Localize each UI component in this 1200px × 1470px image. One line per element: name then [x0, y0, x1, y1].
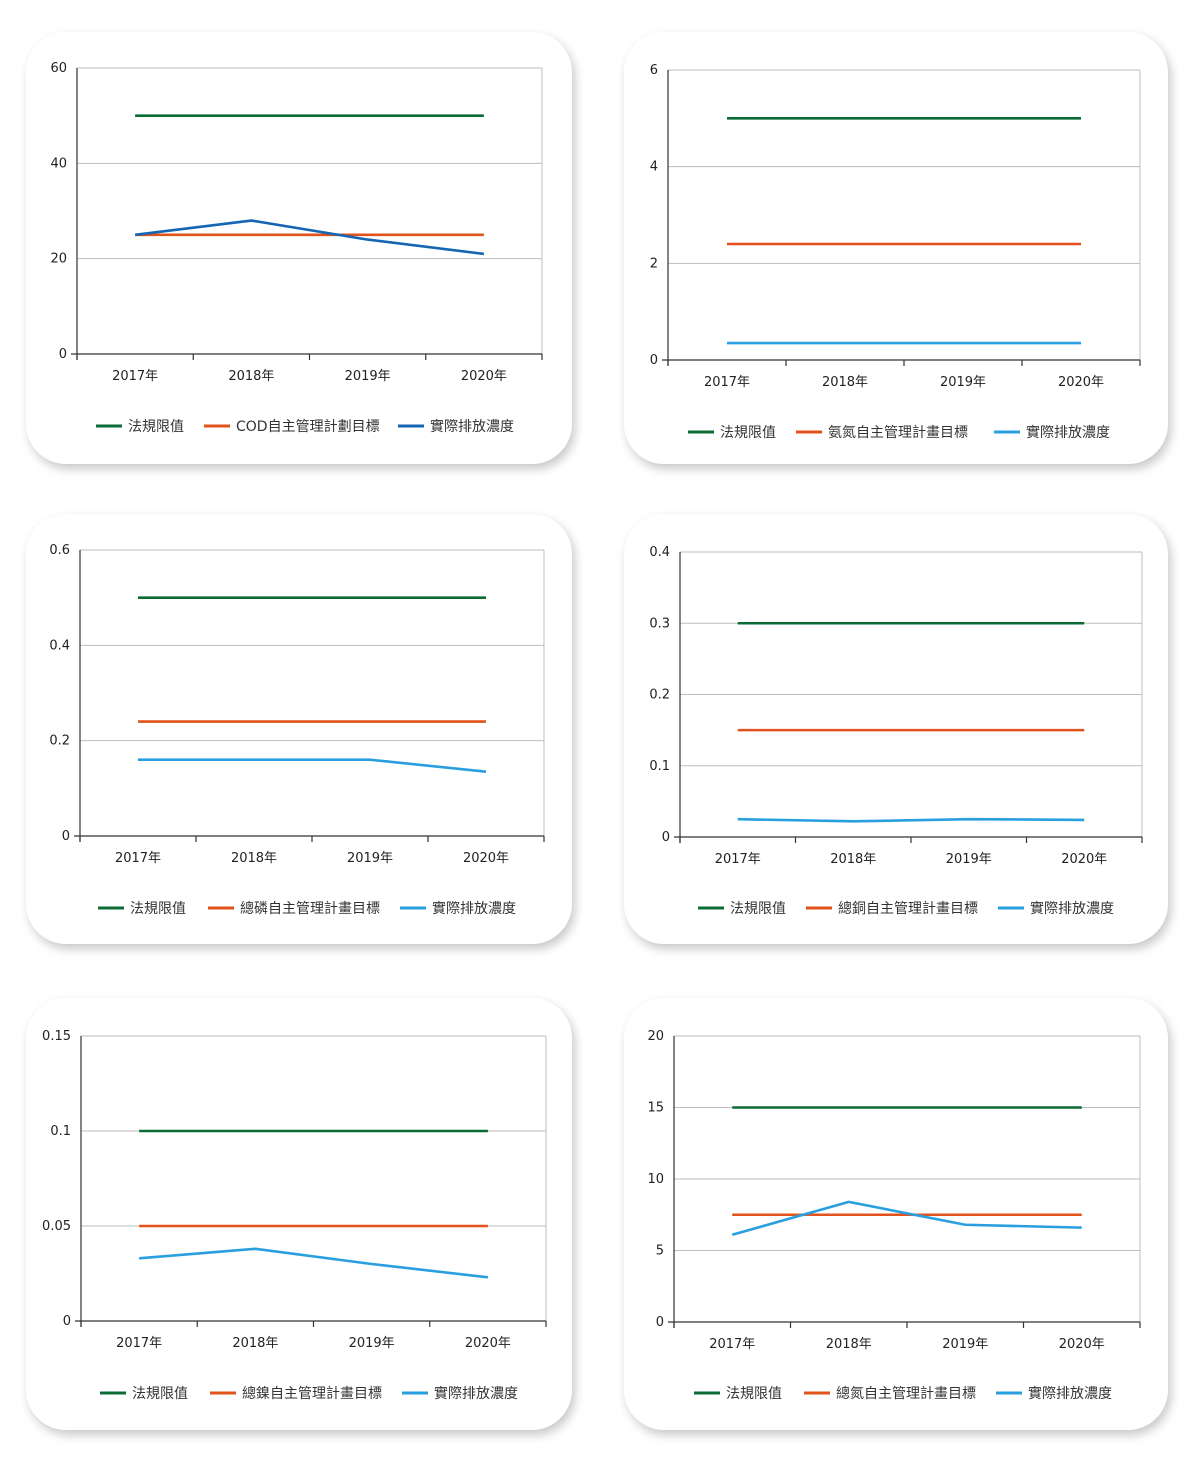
legend-label: 法規限值 — [132, 1386, 188, 1402]
x-tick-label: 2019年 — [345, 369, 391, 384]
x-tick-label: 2017年 — [709, 1337, 755, 1352]
y-tick-label: 5 — [656, 1244, 664, 1259]
y-tick-label: 60 — [50, 61, 67, 76]
legend-label: 實際排放濃度 — [1028, 1385, 1112, 1402]
chart-card-cod: 0 20 40 60 2017年 2018年 2019年 2020年法規限值 COD自主管理計劃… — [26, 32, 572, 464]
y-tick-label: 0.4 — [49, 638, 70, 653]
chart-card-copper: 0 0.1 0.2 0.3 0.4 2017年 2018年 2019年 2020年法規限值 總銅自… — [624, 514, 1168, 944]
y-tick-label: 20 — [50, 252, 67, 267]
y-tick-label: 10 — [647, 1172, 664, 1187]
x-tick-label: 2019年 — [349, 1336, 395, 1351]
legend-label: 法規限值 — [730, 901, 786, 917]
y-tick-label: 0.4 — [649, 545, 670, 560]
x-tick-label: 2020年 — [463, 851, 509, 866]
x-tick-label: 2017年 — [116, 1336, 162, 1351]
legend-label: 總鎳自主管理計畫目標 — [242, 1385, 382, 1402]
x-tick-label: 2017年 — [115, 851, 161, 866]
series-line — [731, 1200, 1082, 1237]
y-tick-label: 4 — [650, 160, 658, 175]
y-tick-label: 6 — [650, 63, 658, 78]
x-tick-label: 2017年 — [715, 852, 761, 867]
series-line — [134, 219, 485, 256]
y-tick-label: 0.1 — [649, 759, 670, 774]
chart-card-nitrogen: 0 5 10 15 20 2017年 2018年 2019年 2020年法規限值 總氮自主管理計畫… — [624, 998, 1168, 1430]
x-tick-label: 2019年 — [347, 851, 393, 866]
legend-label: 法規限值 — [726, 1386, 782, 1402]
x-tick-label: 2017年 — [704, 375, 750, 390]
x-tick-label: 2020年 — [465, 1336, 511, 1351]
x-tick-label: 2020年 — [1061, 852, 1107, 867]
y-tick-label: 0.05 — [42, 1219, 71, 1234]
legend-label: 法規限值 — [130, 901, 186, 917]
legend-label: 實際排放濃度 — [1026, 424, 1110, 441]
y-tick-label: 2 — [650, 256, 658, 271]
y-tick-label: 0.6 — [49, 543, 70, 558]
y-tick-label: 0 — [650, 353, 658, 368]
y-tick-label: 0 — [63, 1314, 71, 1329]
legend-label: COD自主管理計劃目標 — [236, 419, 380, 435]
x-tick-label: 2019年 — [942, 1337, 988, 1352]
y-tick-label: 0.3 — [649, 616, 670, 631]
legend-label: 氨氮自主管理計畫目標 — [828, 425, 968, 441]
x-tick-label: 2018年 — [830, 852, 876, 867]
x-tick-label: 2018年 — [228, 369, 274, 384]
y-tick-label: 0.2 — [49, 734, 70, 749]
y-tick-label: 15 — [647, 1101, 664, 1116]
legend-label: 實際排放濃度 — [1030, 900, 1114, 917]
y-tick-label: 0 — [662, 830, 670, 845]
y-tick-label: 40 — [50, 156, 67, 171]
x-tick-label: 2020年 — [461, 369, 507, 384]
x-tick-label: 2017年 — [112, 369, 158, 384]
legend-label: 實際排放濃度 — [434, 1385, 518, 1402]
x-tick-label: 2018年 — [232, 1336, 278, 1351]
legend-label: 總磷自主管理計畫目標 — [240, 900, 380, 917]
series-line — [737, 817, 1085, 823]
legend-label: 法規限值 — [128, 419, 184, 435]
legend-label: 實際排放濃度 — [430, 418, 514, 435]
legend-label: 實際排放濃度 — [432, 900, 516, 917]
y-tick-label: 0.15 — [42, 1029, 71, 1044]
y-tick-label: 0 — [62, 829, 70, 844]
legend-label: 總銅自主管理計畫目標 — [838, 900, 978, 917]
x-tick-label: 2019年 — [946, 852, 992, 867]
chart-card-nickel: 0 0.05 0.1 0.15 2017年 2018年 2019年 2020年法規限值 總鎳自主… — [26, 998, 572, 1430]
x-tick-label: 2019年 — [940, 375, 986, 390]
series-line — [138, 758, 487, 773]
y-tick-label: 20 — [647, 1029, 664, 1044]
legend-label: 總氮自主管理計畫目標 — [836, 1385, 976, 1402]
series-line — [139, 1247, 489, 1279]
x-tick-label: 2018年 — [822, 375, 868, 390]
y-tick-label: 0.1 — [50, 1124, 71, 1139]
chart-card-phosphorus: 0 0.2 0.4 0.6 2017年 2018年 2019年 2020年法規限值 總磷自主管理… — [26, 514, 572, 944]
legend-label: 法規限值 — [720, 425, 776, 441]
y-tick-label: 0 — [59, 347, 67, 362]
y-tick-label: 0.2 — [649, 688, 670, 703]
x-tick-label: 2020年 — [1058, 375, 1104, 390]
x-tick-label: 2018年 — [826, 1337, 872, 1352]
y-tick-label: 0 — [656, 1315, 664, 1330]
x-tick-label: 2018年 — [231, 851, 277, 866]
chart-card-ammonia: 0 2 4 6 2017年 2018年 2019年 2020年法規限值 氨氮自主管理計畫目標 實際… — [624, 32, 1168, 464]
x-tick-label: 2020年 — [1059, 1337, 1105, 1352]
